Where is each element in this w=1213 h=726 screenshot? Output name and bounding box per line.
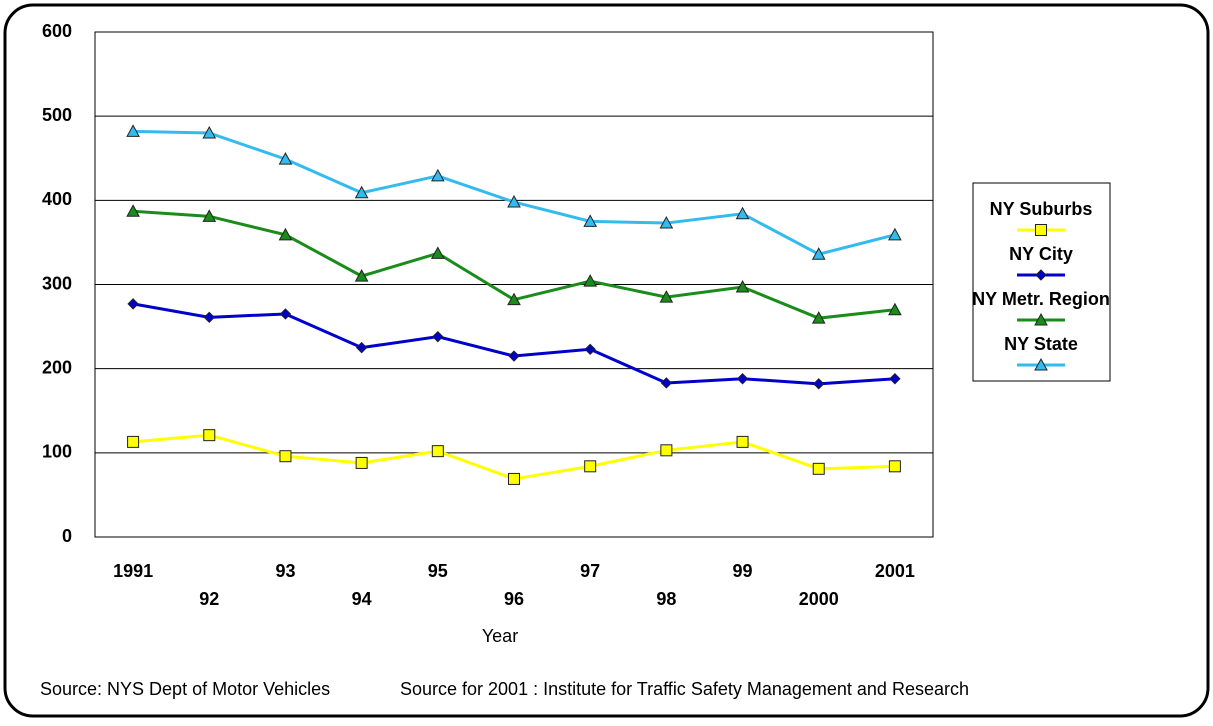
marker bbox=[126, 204, 140, 217]
legend-box bbox=[972, 182, 1111, 382]
marker bbox=[278, 152, 293, 165]
marker bbox=[811, 311, 826, 324]
marker bbox=[355, 341, 368, 354]
marker bbox=[354, 185, 369, 199]
legend-marker bbox=[1034, 357, 1048, 371]
marker bbox=[583, 214, 598, 227]
y-tick-label: 100 bbox=[42, 442, 72, 462]
marker bbox=[888, 302, 902, 316]
marker bbox=[813, 378, 825, 390]
y-tick-label: 200 bbox=[42, 357, 72, 377]
legend-marker bbox=[1034, 312, 1048, 326]
marker bbox=[430, 246, 445, 259]
legend-label: NY State bbox=[1004, 334, 1078, 354]
y-tick-label: 0 bbox=[62, 526, 72, 546]
x-tick-label: 1991 bbox=[113, 561, 153, 581]
legend-label: NY City bbox=[1009, 244, 1073, 264]
x-axis-label: Year bbox=[482, 626, 518, 646]
x-tick-label: 94 bbox=[352, 589, 372, 609]
marker bbox=[660, 444, 673, 457]
legend-label: NY Suburbs bbox=[990, 199, 1093, 219]
x-tick-label: 99 bbox=[733, 561, 753, 581]
legend-marker bbox=[1035, 224, 1047, 236]
marker bbox=[659, 216, 674, 229]
marker bbox=[812, 462, 825, 475]
y-tick-label: 500 bbox=[42, 105, 72, 125]
y-tick-label: 400 bbox=[42, 189, 72, 209]
marker bbox=[279, 450, 292, 463]
marker bbox=[736, 373, 749, 385]
x-tick-label: 93 bbox=[275, 561, 295, 581]
marker bbox=[278, 227, 293, 241]
marker bbox=[659, 290, 674, 303]
marker bbox=[660, 377, 673, 389]
marker bbox=[127, 435, 140, 448]
marker bbox=[508, 472, 520, 485]
marker bbox=[507, 292, 521, 306]
marker bbox=[279, 308, 292, 320]
x-tick-label: 96 bbox=[504, 589, 524, 609]
marker bbox=[202, 209, 217, 222]
marker bbox=[888, 227, 902, 241]
marker bbox=[126, 124, 140, 137]
marker bbox=[430, 168, 445, 182]
marker bbox=[889, 373, 901, 385]
y-tick-label: 300 bbox=[42, 273, 72, 293]
marker bbox=[735, 206, 750, 220]
marker bbox=[203, 311, 215, 324]
x-tick-label: 98 bbox=[656, 589, 676, 609]
marker bbox=[888, 460, 901, 473]
marker bbox=[202, 125, 217, 139]
x-tick-label: 92 bbox=[199, 589, 219, 609]
x-tick-label: 97 bbox=[580, 561, 600, 581]
legend-marker bbox=[1035, 269, 1047, 281]
x-tick-label: 95 bbox=[428, 561, 448, 581]
marker bbox=[584, 460, 597, 473]
marker bbox=[735, 279, 750, 293]
x-tick-label: 2001 bbox=[875, 561, 915, 581]
source: Source: NYS Dept of Motor Vehicles bbox=[40, 679, 330, 699]
marker bbox=[355, 456, 368, 469]
marker bbox=[736, 435, 749, 448]
source: Source for 2001 : Institute for Traffic … bbox=[400, 679, 969, 699]
x-tick-label: 2000 bbox=[799, 589, 839, 609]
marker bbox=[508, 350, 520, 362]
legend-label: NY Metr. Region bbox=[972, 289, 1110, 309]
marker bbox=[432, 330, 444, 343]
marker bbox=[127, 298, 139, 310]
marker bbox=[507, 194, 521, 208]
marker bbox=[584, 343, 596, 356]
marker bbox=[354, 269, 369, 282]
marker bbox=[583, 274, 598, 287]
marker bbox=[811, 247, 826, 260]
marker bbox=[203, 429, 216, 442]
y-tick-label: 600 bbox=[42, 21, 72, 41]
marker bbox=[431, 445, 444, 458]
